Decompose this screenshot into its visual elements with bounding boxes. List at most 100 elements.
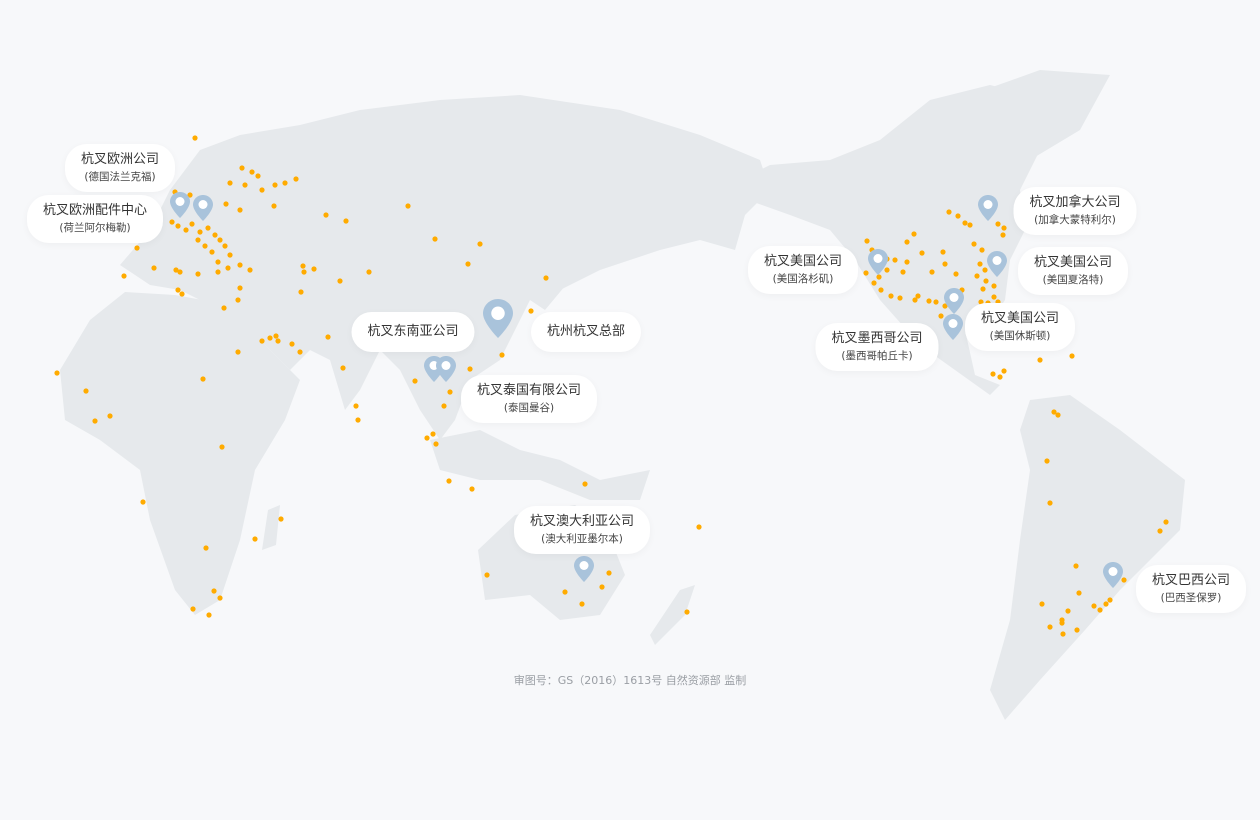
dealer-dot xyxy=(967,222,973,228)
dealer-dot xyxy=(1091,603,1097,609)
office-label-europe[interactable]: 杭叉欧洲公司 (德国法兰克福) xyxy=(64,144,176,192)
office-label-brazil[interactable]: 杭叉巴西公司 (巴西圣保罗) xyxy=(1135,565,1247,613)
office-label-canada[interactable]: 杭叉加拿大公司 (加拿大蒙特利尔) xyxy=(1013,187,1137,235)
dealer-dot xyxy=(1000,232,1006,238)
dealer-dot xyxy=(54,370,60,376)
dealer-dot xyxy=(938,313,944,319)
office-title: 杭叉美国公司 xyxy=(763,254,843,269)
dealer-dot xyxy=(1121,577,1127,583)
dealer-dot xyxy=(1047,624,1053,630)
dealer-dot xyxy=(209,249,215,255)
dealer-dot xyxy=(173,267,179,273)
map-pin-icon[interactable] xyxy=(987,251,1007,281)
dealer-dot xyxy=(192,135,198,141)
japan xyxy=(530,250,580,310)
dealer-dot xyxy=(946,209,952,215)
dealer-dot xyxy=(897,295,903,301)
dealer-dot xyxy=(259,338,265,344)
dealer-dot xyxy=(249,169,255,175)
dealer-dot xyxy=(977,261,983,267)
dealer-dot xyxy=(1051,409,1057,415)
dealer-dot xyxy=(953,271,959,277)
dealer-dot xyxy=(278,516,284,522)
office-location: (澳大利亚墨尔本) xyxy=(541,533,623,545)
office-title: 杭叉东南亚公司 xyxy=(367,324,459,339)
dealer-dot xyxy=(942,261,948,267)
dealer-dot xyxy=(441,403,447,409)
dealer-dot xyxy=(980,286,986,292)
dealer-dot xyxy=(151,265,157,271)
map-pin-icon[interactable] xyxy=(483,299,513,342)
dealer-dot xyxy=(183,227,189,233)
dealer-dot xyxy=(465,261,471,267)
dealer-dot xyxy=(1039,601,1045,607)
dealer-dot xyxy=(983,278,989,284)
dealer-dot xyxy=(197,229,203,235)
dealer-dot xyxy=(343,218,349,224)
office-label-mexico[interactable]: 杭叉墨西哥公司 (墨西哥帕丘卡) xyxy=(815,323,939,371)
office-label-houston[interactable]: 杭叉美国公司 (美国休斯顿) xyxy=(964,303,1076,351)
map-pin-icon[interactable] xyxy=(978,195,998,225)
dealer-dot xyxy=(227,180,233,186)
dealer-dot xyxy=(430,431,436,437)
dealer-dot xyxy=(237,207,243,213)
dealer-dot xyxy=(247,267,253,273)
dealer-dot xyxy=(325,334,331,340)
map-pin-icon[interactable] xyxy=(170,192,190,222)
dealer-dot xyxy=(211,588,217,594)
dealer-dot xyxy=(353,403,359,409)
office-label-headquarters[interactable]: 杭州杭叉总部 xyxy=(530,312,642,352)
office-location: (泰国曼谷) xyxy=(503,402,555,414)
office-location: (美国洛杉矶) xyxy=(772,273,834,285)
dealer-dot xyxy=(83,388,89,394)
dealer-dot xyxy=(447,389,453,395)
dealer-dot xyxy=(1047,500,1053,506)
office-location: (荷兰阿尔梅勒) xyxy=(59,222,131,234)
map-pin-icon[interactable] xyxy=(944,288,964,318)
dealer-dot xyxy=(469,486,475,492)
dealer-dot xyxy=(942,303,948,309)
dealer-dot xyxy=(484,572,490,578)
dealer-dot xyxy=(195,237,201,243)
office-label-charlotte[interactable]: 杭叉美国公司 (美国夏洛特) xyxy=(1017,247,1129,295)
dealer-dot xyxy=(203,545,209,551)
map-pin-icon[interactable] xyxy=(868,249,888,279)
office-label-southeast-asia[interactable]: 杭叉东南亚公司 xyxy=(351,312,475,352)
map-pin-icon[interactable] xyxy=(193,195,213,225)
dealer-dot xyxy=(366,269,372,275)
dealer-dot xyxy=(140,499,146,505)
dealer-dot xyxy=(273,333,279,339)
dealer-dot xyxy=(424,435,430,441)
dealer-dot xyxy=(235,349,241,355)
dealer-dot xyxy=(169,219,175,225)
dealer-dot xyxy=(412,378,418,384)
map-pin-icon[interactable] xyxy=(574,556,594,586)
office-label-europe-parts[interactable]: 杭叉欧洲配件中心 (荷兰阿尔梅勒) xyxy=(26,195,164,243)
office-label-australia[interactable]: 杭叉澳大利亚公司 (澳大利亚墨尔本) xyxy=(513,506,651,554)
dealer-dot xyxy=(904,259,910,265)
dealer-dot xyxy=(107,413,113,419)
dealer-dot xyxy=(606,570,612,576)
dealer-dot xyxy=(405,203,411,209)
office-title: 杭叉欧洲公司 xyxy=(80,152,160,167)
dealer-dot xyxy=(275,338,281,344)
dealer-dot xyxy=(528,308,534,314)
dealer-dot xyxy=(259,187,265,193)
dealer-dot xyxy=(297,349,303,355)
dealer-dot xyxy=(1073,563,1079,569)
office-label-los-angeles[interactable]: 杭叉美国公司 (美国洛杉矶) xyxy=(747,246,859,294)
dealer-dot xyxy=(871,280,877,286)
dealer-dot xyxy=(1044,458,1050,464)
dealer-dot xyxy=(1037,357,1043,363)
dealer-dot xyxy=(599,584,605,590)
map-pin-icon[interactable] xyxy=(1103,562,1123,592)
dealer-dot xyxy=(962,220,968,226)
dealer-dot xyxy=(900,269,906,275)
office-label-thailand[interactable]: 杭叉泰国有限公司 (泰国曼谷) xyxy=(460,375,598,423)
new-zealand xyxy=(650,585,695,645)
dealer-dot xyxy=(995,221,1001,227)
map-pin-icon[interactable] xyxy=(943,314,963,344)
dealer-dot xyxy=(926,298,932,304)
dealer-dot xyxy=(271,203,277,209)
map-pin-icon[interactable] xyxy=(436,356,456,386)
